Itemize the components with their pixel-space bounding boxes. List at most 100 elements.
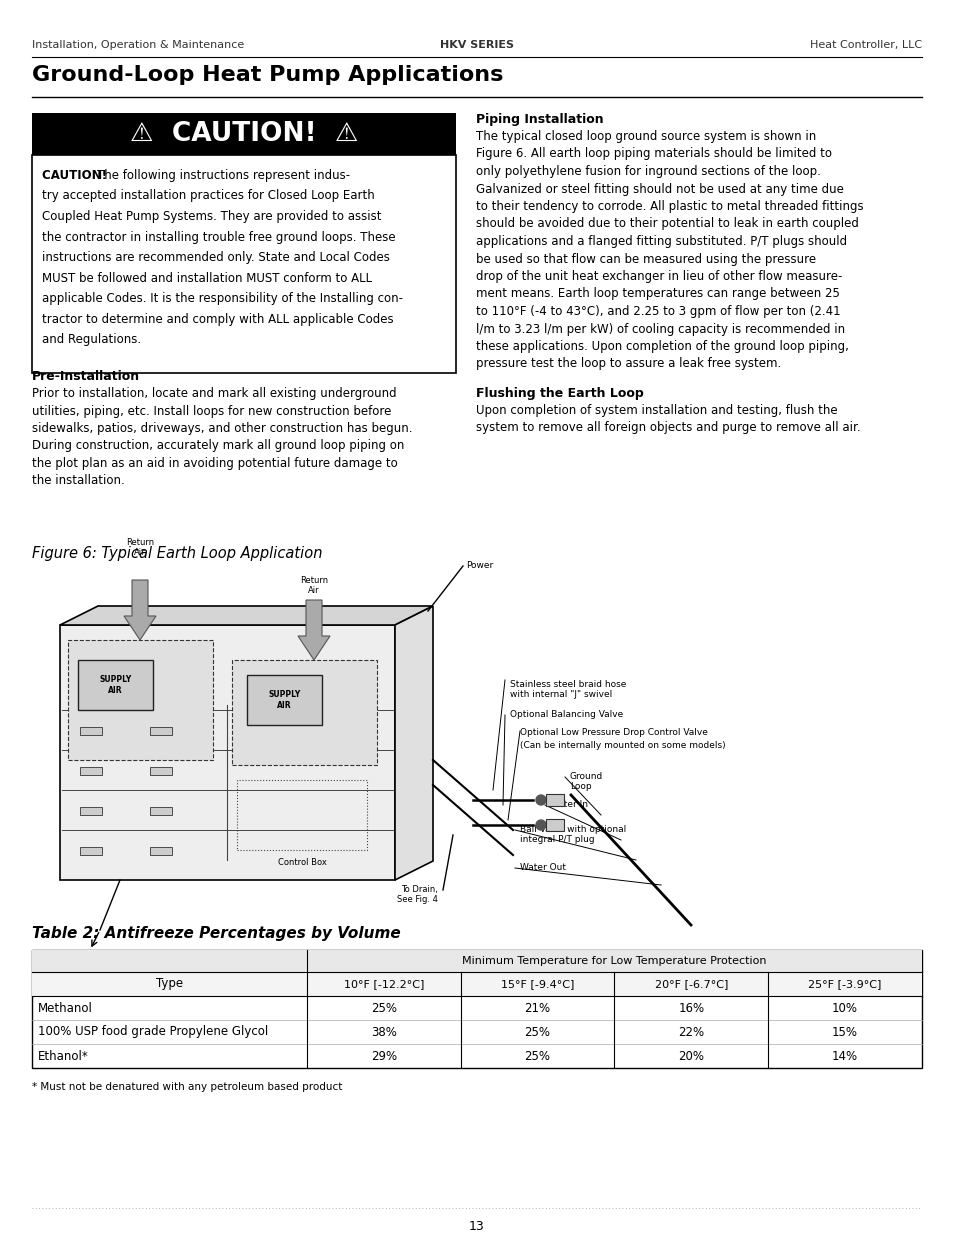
Text: MUST be followed and installation MUST conform to ALL: MUST be followed and installation MUST c… — [42, 272, 372, 284]
Bar — [68, 640, 213, 760]
Text: Galvanized or steel fitting should not be used at any time due: Galvanized or steel fitting should not b… — [476, 183, 843, 195]
Text: only polyethylene fusion for inground sections of the loop.: only polyethylene fusion for inground se… — [476, 165, 820, 178]
Text: Power: Power — [465, 562, 493, 571]
Text: 25%: 25% — [524, 1050, 550, 1062]
Text: Prior to installation, locate and mark all existing underground: Prior to installation, locate and mark a… — [32, 387, 396, 400]
Text: 22%: 22% — [678, 1025, 703, 1039]
Bar — [150, 806, 172, 815]
Text: CAUTION!: CAUTION! — [42, 169, 115, 182]
Text: Piping Installation: Piping Installation — [476, 112, 603, 126]
Text: 25%: 25% — [524, 1025, 550, 1039]
Text: Optional Balancing Valve: Optional Balancing Valve — [510, 710, 622, 719]
Text: Return
Air: Return Air — [126, 537, 153, 557]
Circle shape — [536, 795, 545, 805]
Text: 15°F [-9.4°C]: 15°F [-9.4°C] — [500, 979, 574, 989]
Text: Ball Valve with optional
integral P/T plug: Ball Valve with optional integral P/T pl… — [519, 825, 625, 845]
Text: Return
Air: Return Air — [299, 576, 328, 595]
Text: Minimum Temperature for Low Temperature Protection: Minimum Temperature for Low Temperature … — [462, 956, 766, 966]
Text: 25°F [-3.9°C]: 25°F [-3.9°C] — [807, 979, 881, 989]
Circle shape — [536, 820, 545, 830]
Bar — [232, 659, 376, 764]
Text: 38%: 38% — [371, 1025, 396, 1039]
Text: tractor to determine and comply with ALL applicable Codes: tractor to determine and comply with ALL… — [42, 312, 394, 326]
Text: Upon completion of system installation and testing, flush the: Upon completion of system installation a… — [476, 404, 837, 417]
Text: 29%: 29% — [371, 1050, 396, 1062]
Text: 20%: 20% — [678, 1050, 703, 1062]
Text: 10%: 10% — [831, 1002, 858, 1014]
Text: Coupled Heat Pump Systems. They are provided to assist: Coupled Heat Pump Systems. They are prov… — [42, 210, 381, 224]
Bar — [32, 972, 921, 995]
Bar — [150, 847, 172, 855]
Text: 21%: 21% — [524, 1002, 550, 1014]
Text: the contractor in installing trouble free ground loops. These: the contractor in installing trouble fre… — [42, 231, 395, 243]
Text: should be avoided due to their potential to leak in earth coupled: should be avoided due to their potential… — [476, 217, 858, 231]
Bar — [80, 727, 102, 735]
Text: Pre-Installation: Pre-Installation — [32, 370, 140, 383]
Text: l/m to 3.23 l/m per kW) of cooling capacity is recommended in: l/m to 3.23 l/m per kW) of cooling capac… — [476, 322, 844, 336]
Text: utilities, piping, etc. Install loops for new construction before: utilities, piping, etc. Install loops fo… — [32, 405, 391, 417]
Text: 14%: 14% — [831, 1050, 858, 1062]
Text: SUPPLY
AIR: SUPPLY AIR — [268, 690, 300, 710]
Text: The following instructions represent indus-: The following instructions represent ind… — [97, 169, 350, 182]
Text: Control Box: Control Box — [277, 858, 326, 867]
Text: be used so that flow can be measured using the pressure: be used so that flow can be measured usi… — [476, 252, 815, 266]
Text: Heat Controller, LLC: Heat Controller, LLC — [809, 40, 921, 49]
Bar — [80, 806, 102, 815]
Polygon shape — [60, 606, 433, 625]
Text: Type: Type — [155, 977, 183, 990]
Text: Flushing the Earth Loop: Flushing the Earth Loop — [476, 387, 643, 400]
Text: 13: 13 — [469, 1219, 484, 1233]
Text: the installation.: the installation. — [32, 474, 125, 488]
Polygon shape — [297, 600, 330, 659]
Text: Ethanol*: Ethanol* — [38, 1050, 89, 1062]
Text: 25%: 25% — [371, 1002, 396, 1014]
Bar — [545, 819, 563, 831]
Bar — [80, 847, 102, 855]
Text: To Drain,
See Fig. 4: To Drain, See Fig. 4 — [396, 885, 437, 904]
Text: ⚠  CAUTION!  ⚠: ⚠ CAUTION! ⚠ — [130, 121, 358, 147]
Bar — [32, 156, 456, 373]
Text: During construction, accurately mark all ground loop piping on: During construction, accurately mark all… — [32, 440, 404, 452]
Text: Water In: Water In — [550, 800, 587, 809]
Text: sidewalks, patios, driveways, and other construction has begun.: sidewalks, patios, driveways, and other … — [32, 422, 412, 435]
Text: these applications. Upon completion of the ground loop piping,: these applications. Upon completion of t… — [476, 340, 848, 353]
Polygon shape — [395, 606, 433, 881]
Text: Figure 6: Typical Earth Loop Application: Figure 6: Typical Earth Loop Application — [32, 546, 322, 561]
Text: Ground
Loop: Ground Loop — [569, 772, 602, 792]
Text: drop of the unit heat exchanger in lieu of other flow measure-: drop of the unit heat exchanger in lieu … — [476, 270, 841, 283]
Text: The typical closed loop ground source system is shown in: The typical closed loop ground source sy… — [476, 130, 816, 143]
Bar — [236, 781, 367, 850]
Bar — [78, 659, 152, 710]
Text: Thermostat
Wiring: Thermostat Wiring — [71, 955, 119, 974]
Polygon shape — [60, 625, 395, 881]
Text: Figure 6. All earth loop piping materials should be limited to: Figure 6. All earth loop piping material… — [476, 147, 831, 161]
Text: 15%: 15% — [831, 1025, 858, 1039]
Text: 100% USP food grade Propylene Glycol: 100% USP food grade Propylene Glycol — [38, 1025, 268, 1039]
Text: Table 2: Antifreeze Percentages by Volume: Table 2: Antifreeze Percentages by Volum… — [32, 926, 400, 941]
Text: SUPPLY
AIR: SUPPLY AIR — [99, 676, 132, 695]
Bar — [150, 767, 172, 776]
Text: * Must not be denatured with any petroleum based product: * Must not be denatured with any petrole… — [32, 1082, 342, 1092]
Text: instructions are recommended only. State and Local Codes: instructions are recommended only. State… — [42, 251, 390, 264]
Text: to their tendency to corrode. All plastic to metal threaded fittings: to their tendency to corrode. All plasti… — [476, 200, 862, 212]
Text: Stainless steel braid hose
with internal "J" swivel: Stainless steel braid hose with internal… — [510, 680, 626, 699]
Text: the plot plan as an aid in avoiding potential future damage to: the plot plan as an aid in avoiding pote… — [32, 457, 397, 471]
Bar — [80, 767, 102, 776]
Text: Installation, Operation & Maintenance: Installation, Operation & Maintenance — [32, 40, 244, 49]
Bar — [32, 950, 921, 972]
Text: system to remove all foreign objects and purge to remove all air.: system to remove all foreign objects and… — [476, 421, 860, 435]
Text: Ground-Loop Heat Pump Applications: Ground-Loop Heat Pump Applications — [32, 65, 503, 85]
Text: 20°F [-6.7°C]: 20°F [-6.7°C] — [654, 979, 727, 989]
Bar — [32, 950, 921, 1068]
Bar — [32, 112, 456, 156]
Text: 10°F [-12.2°C]: 10°F [-12.2°C] — [343, 979, 424, 989]
Text: applicable Codes. It is the responsibility of the Installing con-: applicable Codes. It is the responsibili… — [42, 291, 402, 305]
Text: HKV SERIES: HKV SERIES — [439, 40, 514, 49]
Text: Water Out: Water Out — [519, 863, 565, 872]
Polygon shape — [124, 580, 156, 640]
Text: Methanol: Methanol — [38, 1002, 92, 1014]
Text: Optional Low Pressure Drop Control Valve: Optional Low Pressure Drop Control Valve — [519, 727, 707, 737]
Text: pressure test the loop to assure a leak free system.: pressure test the loop to assure a leak … — [476, 357, 781, 370]
Text: and Regulations.: and Regulations. — [42, 333, 141, 346]
Text: try accepted installation practices for Closed Loop Earth: try accepted installation practices for … — [42, 189, 375, 203]
